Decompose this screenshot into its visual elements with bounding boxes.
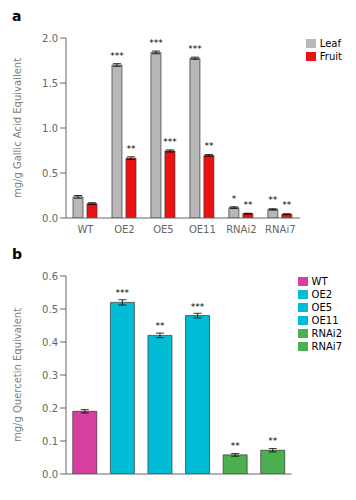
html-text:OE5: OE5 (311, 302, 333, 313)
svg-text:***: *** (116, 288, 130, 298)
svg-text:WT: WT (77, 224, 94, 235)
svg-text:***: *** (149, 38, 163, 48)
svg-text:**: ** (126, 144, 136, 154)
svg-text:0.6: 0.6 (42, 271, 58, 282)
svg-text:mg/g Gallic Acid Equivallent: mg/g Gallic Acid Equivallent (12, 58, 23, 198)
svg-text:**: ** (268, 195, 278, 205)
html-text:a: a (12, 8, 22, 24)
svg-text:0.0: 0.0 (42, 213, 58, 224)
svg-text:0.5: 0.5 (42, 304, 58, 315)
html-text:OE2: OE2 (311, 289, 333, 300)
svg-text:***: *** (110, 51, 124, 61)
svg-text:1.0: 1.0 (42, 123, 58, 134)
html-text:WT: WT (311, 276, 328, 287)
svg-text:**: ** (231, 441, 241, 451)
svg-text:0.4: 0.4 (42, 337, 58, 348)
svg-text:**: ** (204, 141, 214, 151)
svg-text:*: * (232, 194, 237, 204)
html-text:OE11: OE11 (311, 315, 339, 326)
svg-text:mg/g Quercetin Equivalent: mg/g Quercetin Equivalent (12, 308, 23, 442)
svg-text:**: ** (282, 200, 292, 210)
svg-text:***: *** (191, 302, 205, 312)
html-text:RNAi7: RNAi7 (311, 341, 342, 352)
svg-text:0.5: 0.5 (42, 168, 58, 179)
svg-text:0.1: 0.1 (42, 436, 58, 447)
html-text:b: b (12, 246, 22, 262)
svg-text:***: *** (188, 44, 202, 54)
html-text:Leaf: Leaf (319, 38, 341, 49)
svg-text:0.0: 0.0 (42, 469, 58, 480)
svg-text:**: ** (155, 321, 165, 331)
svg-text:**: ** (268, 436, 278, 446)
svg-text:***: *** (163, 137, 177, 147)
svg-text:OE2: OE2 (114, 224, 135, 235)
svg-text:0.3: 0.3 (42, 370, 58, 381)
svg-text:2.0: 2.0 (42, 33, 58, 44)
svg-text:1.5: 1.5 (42, 78, 58, 89)
svg-text:OE5: OE5 (153, 224, 174, 235)
svg-text:RNAi2: RNAi2 (226, 224, 256, 235)
html-text:RNAi2: RNAi2 (311, 328, 342, 339)
svg-text:RNAi7: RNAi7 (265, 224, 295, 235)
html-text:Fruit: Fruit (319, 51, 342, 62)
svg-text:0.2: 0.2 (42, 403, 58, 414)
svg-text:**: ** (243, 200, 253, 210)
svg-text:OE11: OE11 (189, 224, 216, 235)
